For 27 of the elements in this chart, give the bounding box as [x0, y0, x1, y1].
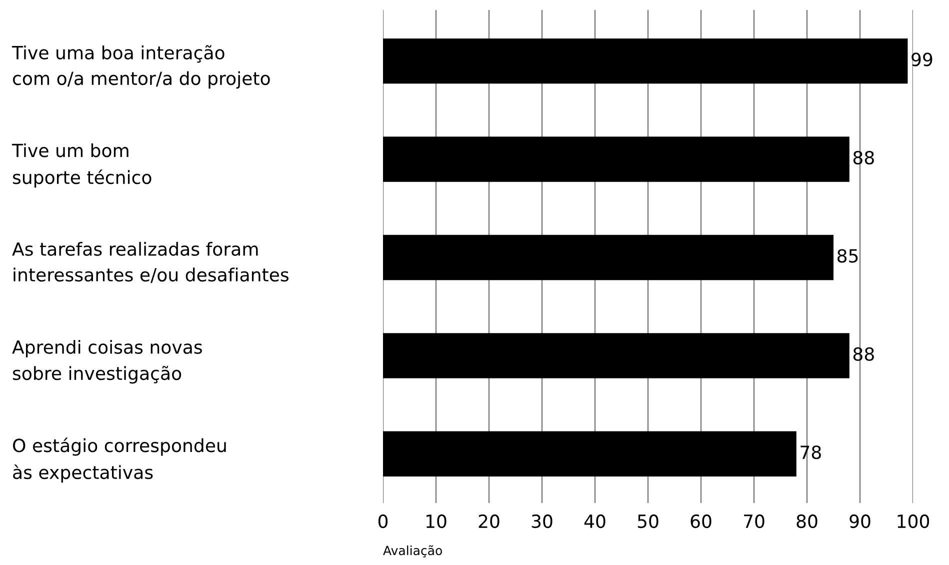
x-tick-label: 80	[796, 514, 818, 528]
x-tick-label: 60	[690, 514, 712, 528]
y-tick-label: As tarefas realizadas foram interessantes e/ou desafiantes	[12, 242, 288, 283]
data-label: 88	[853, 150, 874, 165]
bar	[383, 333, 850, 378]
bar	[383, 136, 850, 182]
y-tick-label: Aprendi coisas novas sobre investigação	[12, 340, 202, 384]
bar	[383, 234, 834, 280]
bar	[383, 38, 908, 84]
x-tick-label: 10	[426, 514, 446, 528]
x-tick-label: 70	[744, 514, 764, 528]
x-tick-label: 100	[898, 514, 930, 528]
x-tick-label: 0	[378, 514, 388, 528]
y-tick-label: O estágio correspondeu às expectativas	[13, 438, 226, 483]
data-label: 78	[800, 445, 821, 460]
x-tick-label: 30	[532, 514, 552, 528]
data-label: 85	[838, 249, 858, 263]
data-label: 88	[853, 347, 874, 361]
y-tick-label: Tive uma boa interação com o/a mentor/a do projeto	[12, 45, 270, 89]
x-tick-label: 50	[638, 514, 658, 528]
x-tick-label: 90	[850, 514, 870, 528]
x-tick-label: 20	[478, 514, 500, 528]
x-axis-title: Avaliação	[383, 545, 442, 558]
data-label: 99	[912, 52, 932, 66]
bar	[383, 431, 796, 476]
y-tick-label: Tive um bom suporte técnico	[12, 143, 152, 188]
x-tick-label: 40	[584, 514, 606, 528]
